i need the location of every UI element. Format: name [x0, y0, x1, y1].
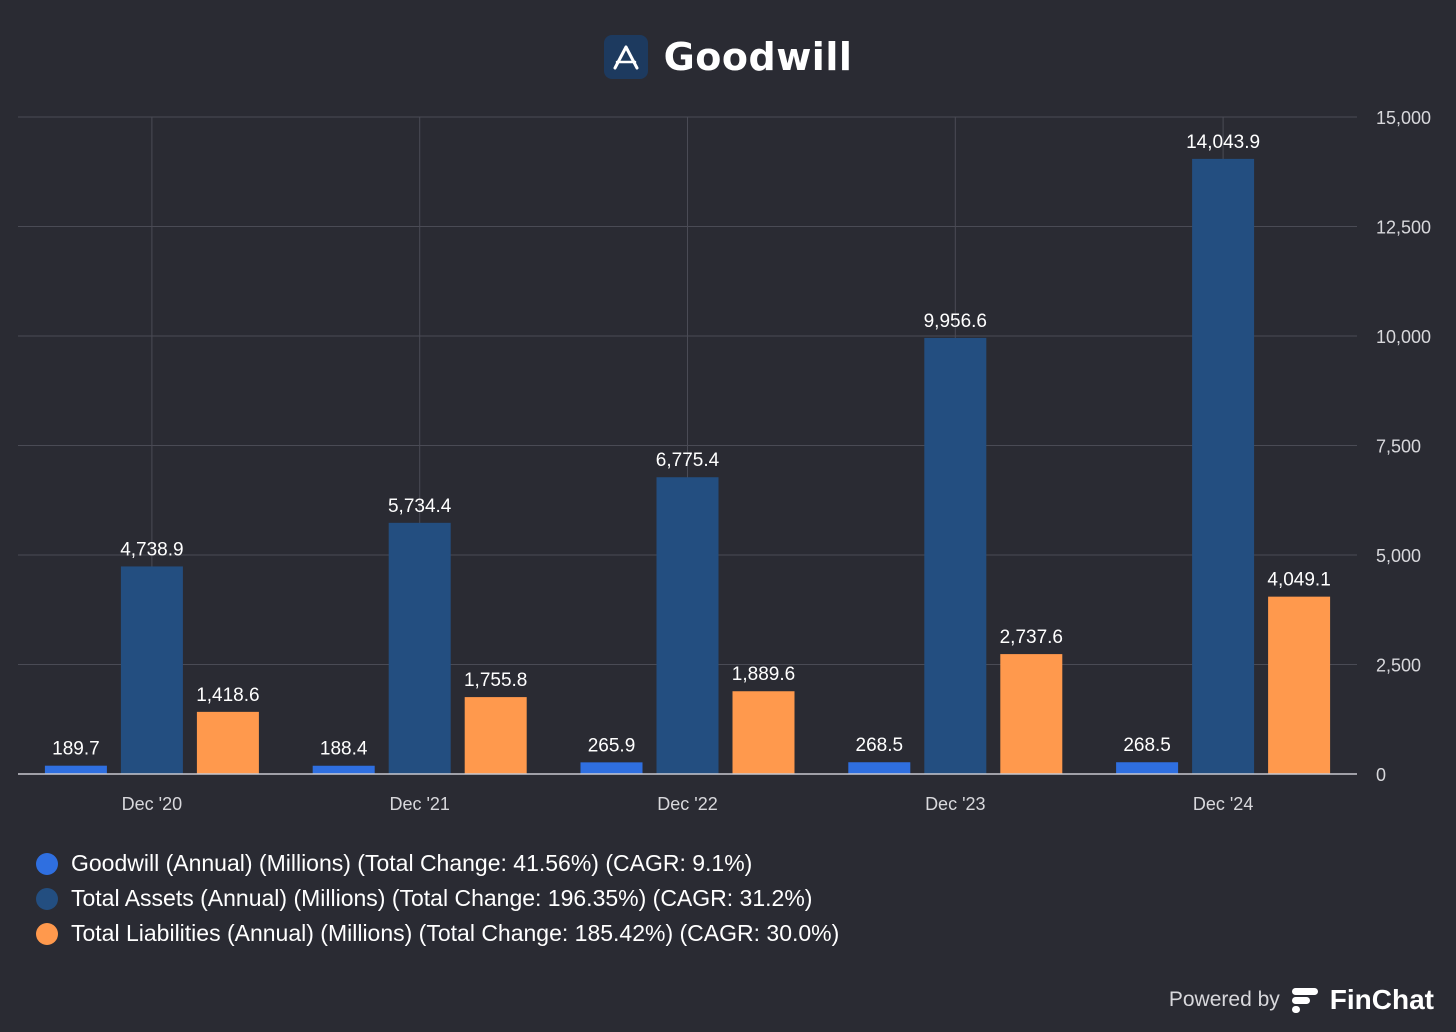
legend-label: Goodwill (Annual) (Millions) (Total Chan…: [71, 850, 753, 876]
data-label: 14,043.9: [1186, 132, 1260, 153]
bar: [1116, 762, 1179, 774]
legend-item[interactable]: Total Assets (Annual) (Millions) (Total …: [36, 881, 839, 916]
legend-dot-icon: [36, 922, 58, 945]
x-tick-label: Dec '22: [657, 794, 717, 814]
bar: [732, 691, 795, 774]
legend-dot-icon: [36, 852, 58, 875]
bar: [388, 522, 451, 774]
powered-by-footer: Powered by FinChat: [1169, 984, 1434, 1016]
stylized-a-logo-icon: [603, 35, 648, 79]
bar: [580, 762, 643, 774]
bar: [848, 762, 911, 774]
data-label: 1,418.6: [196, 685, 259, 706]
y-tick-label: 12,500: [1376, 218, 1431, 238]
data-label: 265.9: [588, 735, 636, 756]
y-tick-label: 10,000: [1376, 327, 1431, 347]
bar: [1192, 158, 1255, 774]
bar: [196, 711, 259, 774]
bar: [656, 477, 719, 774]
legend-item[interactable]: Total Liabilities (Annual) (Millions) (T…: [36, 916, 839, 951]
bar: [924, 337, 987, 774]
chart-title: Goodwill: [663, 35, 853, 79]
bar: [312, 765, 375, 774]
legend-item[interactable]: Goodwill (Annual) (Millions) (Total Chan…: [36, 846, 839, 881]
legend-label: Total Assets (Annual) (Millions) (Total …: [71, 885, 813, 911]
legend-label: Total Liabilities (Annual) (Millions) (T…: [71, 920, 840, 946]
x-tick-label: Dec '24: [1193, 794, 1253, 814]
y-tick-label: 5,000: [1376, 546, 1421, 566]
bar: [120, 566, 183, 774]
y-tick-label: 15,000: [1376, 108, 1431, 128]
y-tick-label: 7,500: [1376, 437, 1421, 457]
data-label: 1,889.6: [732, 664, 795, 685]
data-label: 188.4: [320, 739, 368, 760]
bar: [44, 765, 107, 774]
finchat-logo-icon: [1291, 988, 1318, 1013]
bar: [464, 697, 527, 774]
data-label: 4,738.9: [120, 539, 183, 560]
data-label: 9,956.6: [924, 311, 987, 332]
data-label: 1,755.8: [464, 670, 527, 691]
data-label: 189.7: [52, 739, 100, 760]
legend-dot-icon: [36, 887, 58, 910]
data-label: 4,049.1: [1267, 570, 1330, 591]
bar-chart: 0 2,500 5,000 7,500 10,000 12,500 15,000 189.7 4…: [18, 108, 1431, 814]
x-tick-label: Dec '21: [389, 794, 449, 814]
powered-by-text: Powered by: [1168, 988, 1280, 1011]
data-label: 268.5: [1123, 735, 1171, 756]
y-tick-label: 2,500: [1376, 656, 1421, 676]
finchat-brand: FinChat: [1329, 984, 1434, 1015]
y-tick-label: 0: [1376, 765, 1386, 785]
bar: [1000, 654, 1063, 774]
chart-legend: Goodwill (Annual) (Millions) (Total Chan…: [36, 846, 839, 951]
bar: [1268, 596, 1331, 774]
data-label: 2,737.6: [1000, 627, 1063, 648]
data-label: 5,734.4: [388, 496, 452, 517]
data-label: 268.5: [856, 735, 904, 756]
x-tick-label: Dec '23: [925, 794, 985, 814]
data-label: 6,775.4: [656, 450, 720, 471]
x-tick-label: Dec '20: [122, 794, 182, 814]
chart-header: Goodwill: [0, 32, 1456, 82]
